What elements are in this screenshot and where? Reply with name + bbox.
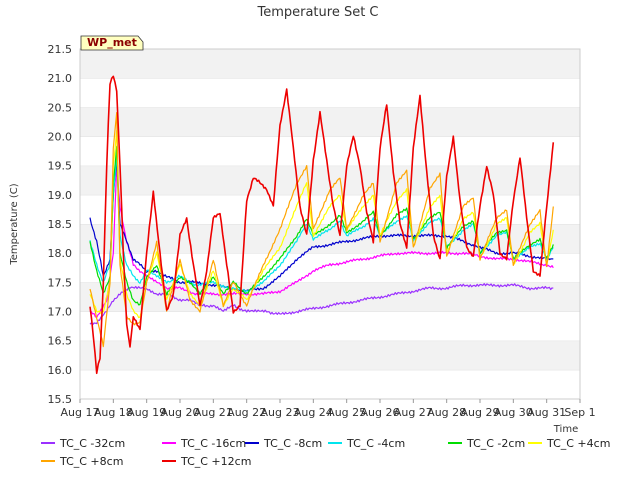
y-tick-label: 21.5 xyxy=(48,43,73,56)
y-tick-label: 18.5 xyxy=(48,218,73,231)
series-line xyxy=(89,166,554,319)
grid-band xyxy=(80,49,580,79)
legend-label: TC_C +8cm xyxy=(59,455,123,468)
grid-band xyxy=(80,311,580,341)
x-tick-label: Aug 28 xyxy=(427,406,466,419)
chart-title: Temperature Set C xyxy=(256,5,378,20)
legend-label: TC_C -32cm xyxy=(59,437,125,450)
y-tick-label: 18.0 xyxy=(48,247,73,260)
y-tick-label: 19.0 xyxy=(48,189,73,202)
y-tick-label: 17.0 xyxy=(48,306,73,319)
y-tick-label: 15.5 xyxy=(48,393,73,406)
y-tick-label: 19.5 xyxy=(48,160,73,173)
x-tick-label: Aug 23 xyxy=(261,406,300,419)
plot-area-border xyxy=(79,48,581,400)
legend-label: TC_C -4cm xyxy=(346,437,405,450)
legend-label: TC_C +4cm xyxy=(546,437,610,450)
legend-label: TC_C +12cm xyxy=(180,455,251,468)
y-tick-label: 16.5 xyxy=(48,335,73,348)
x-tick-label: Aug 18 xyxy=(94,406,133,419)
y-tick-label: 20.0 xyxy=(48,131,73,144)
x-tick-label: Aug 31 xyxy=(527,406,566,419)
y-axis-label: Temperature (C) xyxy=(9,183,20,265)
series-lines xyxy=(89,75,555,375)
x-tick-label: Aug 27 xyxy=(394,406,433,419)
legend-label: TC_C -2cm xyxy=(466,437,525,450)
x-tick-label: Aug 29 xyxy=(461,406,500,419)
legend: TC_C -32cm TC_C -16cm TC_C -8cm TC_C -4cm TC… xyxy=(41,437,610,468)
x-axis-label: Time xyxy=(553,424,578,435)
x-tick-label: Sep 1 xyxy=(564,406,595,419)
legend-label: TC_C -8cm xyxy=(263,437,322,450)
grid-band xyxy=(80,340,580,370)
grid-band xyxy=(80,78,580,108)
grid-band xyxy=(80,136,580,166)
series-line xyxy=(89,75,555,375)
x-tick-label: Aug 22 xyxy=(227,406,266,419)
grid-band xyxy=(80,107,580,137)
x-tick-label: Aug 30 xyxy=(494,406,533,419)
x-tick-label: Aug 20 xyxy=(161,406,200,419)
x-tick-label: Aug 17 xyxy=(61,406,100,419)
grid-bands xyxy=(80,48,580,399)
y-tick-label: 20.5 xyxy=(48,101,73,114)
y-tick-label: 16.0 xyxy=(48,364,73,377)
legend-label: TC_C -16cm xyxy=(180,437,246,450)
y-tick-label: 17.5 xyxy=(48,276,73,289)
y-tick-label: 21.0 xyxy=(48,72,73,85)
badge-label: WP_met xyxy=(87,36,137,49)
grid-band xyxy=(80,282,580,312)
x-tick-label: Aug 24 xyxy=(294,406,333,419)
x-tick-label: Aug 19 xyxy=(127,406,166,419)
wp-met-badge: WP_met xyxy=(80,35,144,51)
x-tick-label: Aug 21 xyxy=(194,406,233,419)
x-tick-label: Aug 26 xyxy=(361,406,400,419)
x-tick-label: Aug 25 xyxy=(327,406,366,419)
y-axis-ticks: 15.5 16.0 16.5 17.0 17.5 18.0 18.5 19.0 19.5 20.0… xyxy=(48,43,73,406)
grid-band xyxy=(80,369,580,399)
series-line xyxy=(89,158,554,293)
series-line xyxy=(89,283,554,326)
